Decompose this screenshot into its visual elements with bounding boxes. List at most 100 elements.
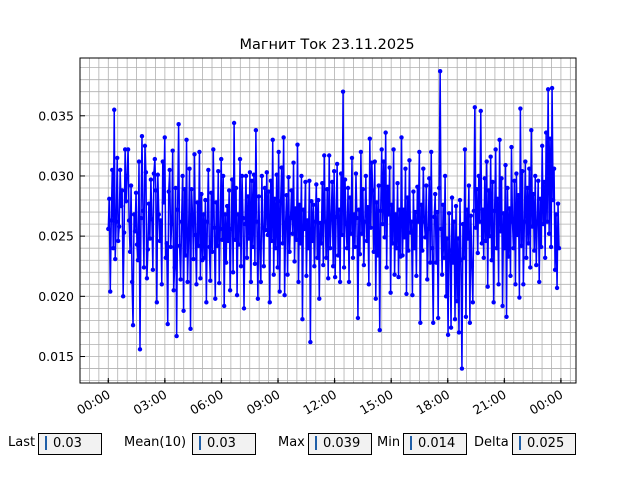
- data-point: [184, 137, 189, 143]
- data-point: [473, 225, 479, 230]
- data-point: [206, 167, 211, 173]
- data-point: [417, 149, 422, 155]
- x-tick-label: 12:00: [300, 387, 339, 418]
- data-point: [371, 249, 376, 254]
- data-point: [483, 238, 488, 244]
- data-point: [296, 279, 301, 285]
- data-point: [190, 212, 195, 217]
- data-point: [268, 178, 273, 183]
- data-point: [516, 193, 521, 198]
- data-point: [114, 219, 119, 224]
- data-point: [257, 245, 263, 251]
- mean-value-field[interactable]: 0.03: [192, 433, 256, 455]
- max-value-field[interactable]: 0.039: [308, 433, 372, 455]
- data-point: [205, 219, 210, 224]
- data-point: [210, 249, 215, 254]
- data-point: [141, 265, 147, 270]
- data-point: [178, 277, 183, 282]
- data-point: [224, 203, 230, 209]
- delta-value-field[interactable]: 0.025: [512, 433, 576, 455]
- data-point: [486, 188, 491, 193]
- data-point: [480, 207, 485, 212]
- data-point: [255, 296, 261, 301]
- data-point: [260, 225, 266, 230]
- data-point: [123, 199, 129, 204]
- data-point: [449, 195, 455, 200]
- data-point: [414, 273, 419, 279]
- data-point: [442, 173, 448, 179]
- data-point: [218, 226, 223, 232]
- data-point: [532, 248, 537, 253]
- data-point: [555, 201, 561, 206]
- data-point: [465, 236, 471, 241]
- data-point: [126, 218, 132, 223]
- data-point: [330, 264, 336, 269]
- data-point: [164, 241, 169, 246]
- data-point: [340, 89, 346, 94]
- data-point: [155, 172, 161, 177]
- data-point: [386, 212, 391, 217]
- data-point: [454, 298, 460, 304]
- data-point: [397, 207, 402, 212]
- data-point: [463, 314, 469, 319]
- data-point: [451, 219, 457, 224]
- data-point: [233, 185, 239, 191]
- series-line: [107, 70, 560, 370]
- min-value-field[interactable]: 0.014: [403, 433, 467, 455]
- data-point: [470, 300, 476, 305]
- x-axis: 00:00 03:00 06:00 09:00 12:00 15:00 18:00 21:00…: [74, 378, 565, 418]
- x-tick-label: 09:00: [244, 387, 283, 418]
- data-point: [280, 241, 285, 246]
- data-point: [267, 300, 272, 305]
- data-point: [275, 265, 280, 270]
- text-cursor: [199, 435, 201, 450]
- data-point: [270, 137, 275, 143]
- data-point: [375, 253, 380, 258]
- data-point: [287, 249, 292, 254]
- data-point: [443, 294, 449, 299]
- data-point: [187, 166, 192, 171]
- data-point: [248, 279, 254, 285]
- data-point: [440, 202, 446, 208]
- data-point: [305, 218, 310, 223]
- data-point: [140, 208, 146, 214]
- data-point: [507, 206, 512, 211]
- data-point: [152, 156, 158, 162]
- data-point: [544, 219, 550, 224]
- data-point: [416, 219, 421, 224]
- data-point: [124, 173, 130, 179]
- data-point: [288, 215, 293, 221]
- data-point: [116, 224, 122, 229]
- data-point: [185, 279, 190, 285]
- data-point: [433, 260, 439, 265]
- data-point: [201, 212, 206, 217]
- y-tick-label: 0.015: [38, 349, 74, 364]
- data-point: [508, 273, 513, 279]
- data-point: [373, 296, 378, 301]
- data-point: [169, 221, 174, 227]
- data-point: [489, 258, 494, 263]
- data-point: [142, 143, 148, 149]
- data-point: [258, 279, 264, 285]
- data-point: [400, 253, 405, 258]
- data-point: [245, 194, 251, 199]
- data-point: [430, 245, 435, 251]
- data-point: [403, 166, 408, 171]
- data-point: [285, 272, 290, 277]
- data-point: [107, 196, 112, 202]
- data-point: [494, 245, 499, 251]
- data-point: [370, 188, 375, 193]
- data-point: [478, 108, 483, 114]
- data-point: [519, 243, 524, 248]
- data-point: [143, 170, 149, 175]
- data-point: [392, 272, 397, 277]
- x-tick-dot: [560, 380, 562, 382]
- last-value-field[interactable]: 0.03: [38, 433, 102, 455]
- data-point: [343, 221, 349, 227]
- data-point: [171, 288, 176, 293]
- data-point: [546, 231, 552, 236]
- data-point: [503, 162, 508, 168]
- data-point: [528, 265, 533, 270]
- data-point: [428, 260, 433, 265]
- data-point: [301, 207, 306, 212]
